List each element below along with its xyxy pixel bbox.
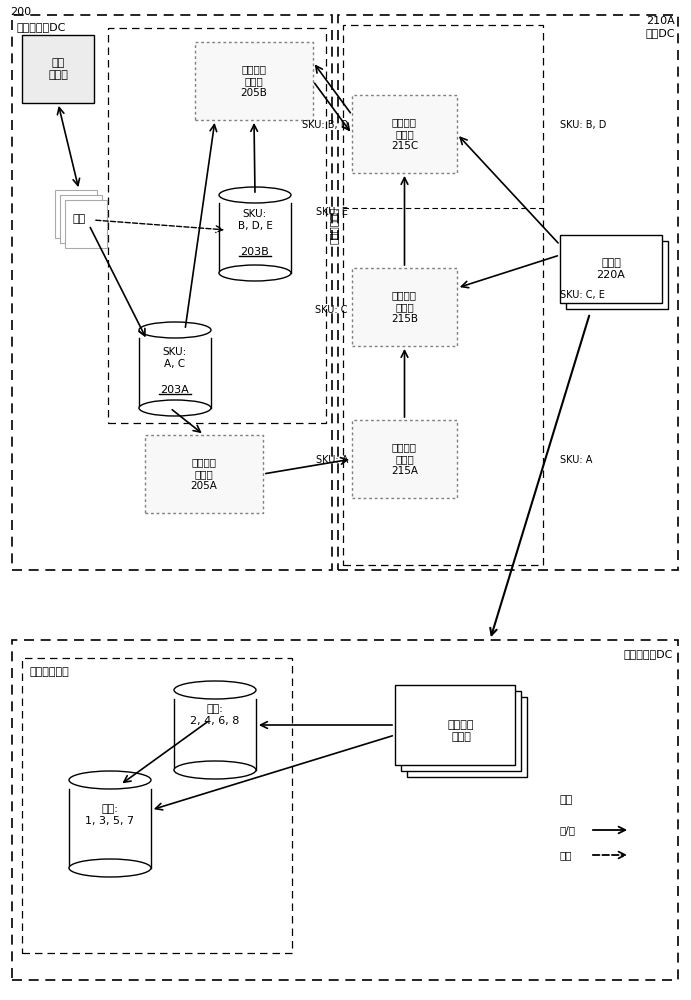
Text: 订单数据存储: 订单数据存储 [30,667,70,677]
Text: 库存管理
服务器
215A: 库存管理 服务器 215A [391,442,418,476]
Text: 图例: 图例 [560,795,574,805]
Text: 读/写: 读/写 [560,825,576,835]
Text: SKU: E: SKU: E [316,207,348,217]
Bar [12,15,332,570]
Text: 只读: 只读 [560,850,573,860]
Ellipse shape [139,322,211,338]
Bar [65,200,107,248]
Bar [195,42,313,120]
Bar [108,28,326,423]
Text: 任务
管理器: 任务 管理器 [48,58,68,80]
Bar [69,789,151,868]
Text: 库存管理
服务器
215C: 库存管理 服务器 215C [391,117,418,151]
Bar [352,420,457,498]
Text: 工人: 工人 [73,214,86,224]
Text: 订单管理
数据库: 订单管理 数据库 [448,720,474,742]
Bar [352,95,457,173]
Ellipse shape [139,400,211,416]
Text: 库存管理
服务器
215B: 库存管理 服务器 215B [391,290,418,324]
Bar [401,691,521,771]
Text: SKU: C: SKU: C [316,305,348,315]
Bar [407,697,527,777]
Ellipse shape [174,761,256,779]
Text: 订单:
2, 4, 6, 8: 订单: 2, 4, 6, 8 [190,704,240,726]
Text: SKU: B, D: SKU: B, D [302,120,348,130]
Ellipse shape [174,681,256,699]
Text: 订单:
1, 3, 5, 7: 订单: 1, 3, 5, 7 [86,804,135,826]
Bar [22,35,94,103]
Bar [566,241,668,309]
Bar [55,190,97,238]
Bar [560,235,662,303]
Text: 203A: 203A [160,385,189,395]
Ellipse shape [69,859,151,877]
Ellipse shape [219,187,291,203]
Text: 210A
前端DC: 210A 前端DC [645,16,675,38]
Text: 库存数据存储: 库存数据存储 [329,207,339,244]
Text: SKU: A: SKU: A [560,455,592,465]
Bar [145,435,263,513]
Bar [219,203,291,273]
Ellipse shape [69,771,151,789]
Text: 租约数据库DC: 租约数据库DC [17,22,66,32]
Bar [22,658,292,953]
Bar [338,15,678,570]
Bar [12,640,678,980]
Text: SKU:
A, C: SKU: A, C [163,347,187,369]
Ellipse shape [219,265,291,281]
Text: 203B: 203B [240,247,269,257]
Bar [60,195,102,243]
Text: 租约管理
服务器
205A: 租约管理 服务器 205A [191,457,218,491]
Text: 租约管理
服务器
205B: 租约管理 服务器 205B [240,64,267,98]
Text: SKU: A: SKU: A [316,455,348,465]
Text: 200: 200 [10,7,31,17]
Bar [174,699,256,770]
Text: SKU: C, E: SKU: C, E [560,290,605,300]
Bar [395,685,515,765]
Bar [139,338,211,408]
Text: 订单数据库DC: 订单数据库DC [623,649,673,659]
Text: 中间件
220A: 中间件 220A [596,258,625,280]
Text: SKU:
B, D, E: SKU: B, D, E [238,209,272,231]
Bar [352,268,457,346]
Text: SKU: B, D: SKU: B, D [560,120,607,130]
Bar [343,25,543,565]
